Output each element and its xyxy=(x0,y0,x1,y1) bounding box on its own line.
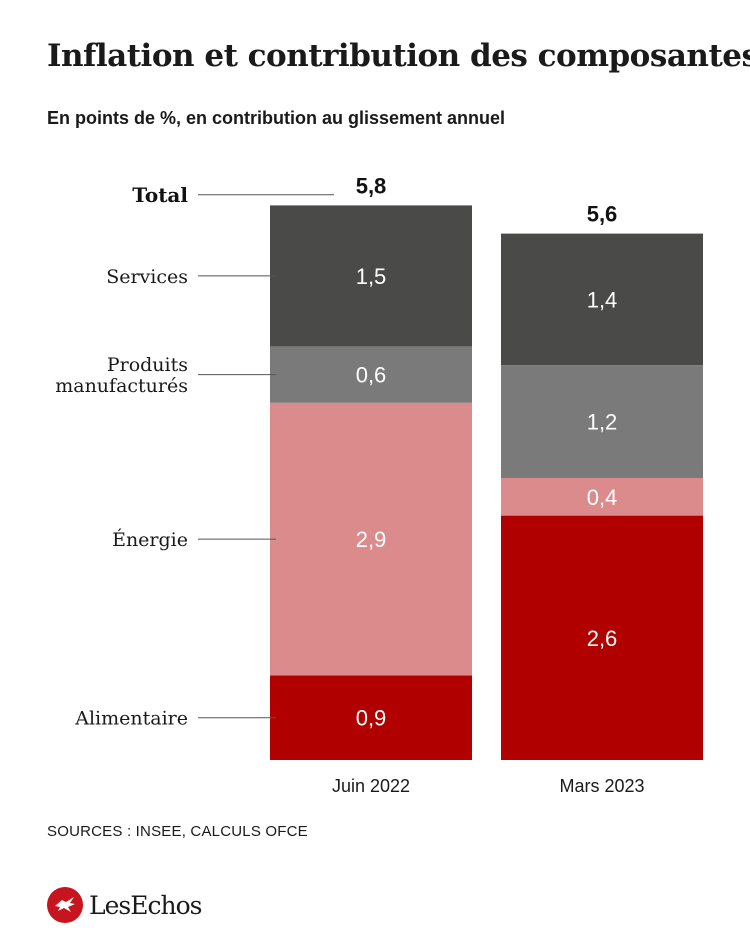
sources-note: SOURCES : INSEE, CALCULS OFCE xyxy=(47,823,308,840)
data-label: 2,9 xyxy=(356,527,387,552)
brand-name: LesEchos xyxy=(89,890,202,920)
data-label: 2,6 xyxy=(587,626,618,651)
series-label: Alimentaire xyxy=(74,708,188,730)
data-label: 0,4 xyxy=(587,485,618,510)
bar-segment xyxy=(270,675,472,760)
bar-segment xyxy=(501,478,703,516)
les-echos-logo: LesEchos xyxy=(47,887,202,923)
x-category-label: Juin 2022 xyxy=(332,776,410,796)
x-category-label: Mars 2023 xyxy=(559,776,644,796)
total-value-label: 5,6 xyxy=(587,202,618,227)
data-label: 0,6 xyxy=(356,363,387,388)
bar-segment xyxy=(270,402,472,676)
series-label: Produits xyxy=(107,354,188,376)
data-label: 1,2 xyxy=(587,410,618,435)
series-label: Services xyxy=(106,266,188,288)
data-label: 0,9 xyxy=(356,706,387,731)
bar-segment xyxy=(270,205,472,347)
bar-segment xyxy=(501,365,703,478)
les-echos-emblem-icon xyxy=(47,887,83,923)
bar-segment xyxy=(270,346,472,403)
data-label: 1,4 xyxy=(587,287,618,312)
chart-subtitle: En points de %, en contribution au gliss… xyxy=(47,108,506,128)
bar-segment xyxy=(501,233,703,366)
stacked-bar-chart: 0,9 2,9 0,6 1,5 5,8 Juin 2022 2,6 0,4 1,2 1,4 5,6 M… xyxy=(55,173,703,796)
total-value-label: 5,8 xyxy=(356,173,387,198)
data-label: 1,5 xyxy=(356,264,387,289)
chart-title: Inflation et contribution des composante… xyxy=(47,38,750,74)
bar-segment xyxy=(501,515,703,760)
series-label: manufacturés xyxy=(55,375,188,397)
total-label: Total xyxy=(132,183,188,207)
series-label: Énergie xyxy=(112,528,188,551)
